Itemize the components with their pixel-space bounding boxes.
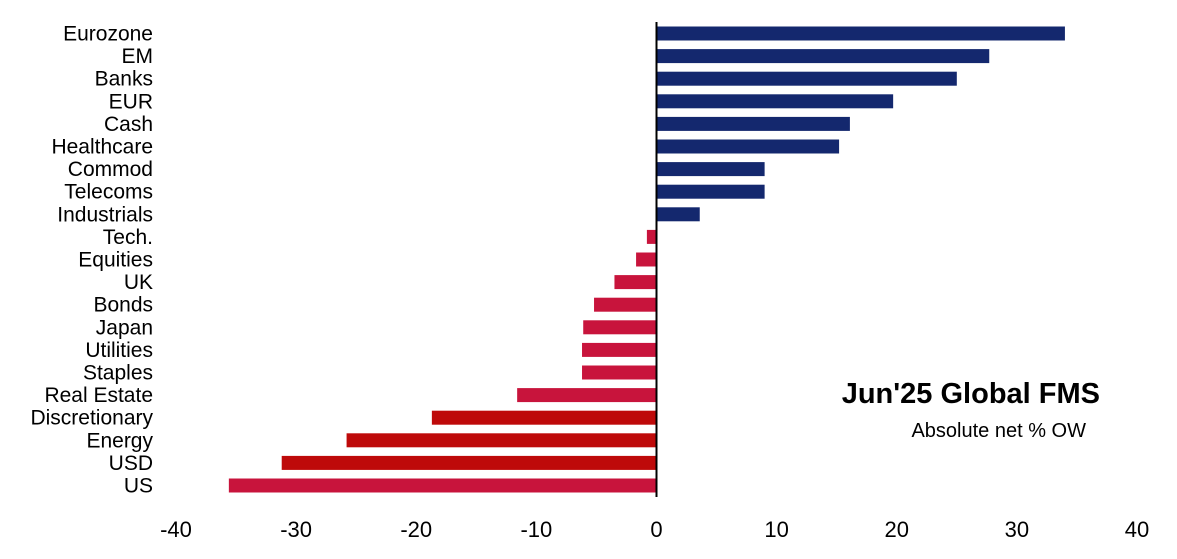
- category-label: Bonds: [93, 294, 153, 317]
- x-tick-label: 20: [885, 517, 909, 542]
- x-tick-label: -20: [400, 517, 432, 542]
- category-label: EUR: [109, 90, 153, 113]
- bar-banks: [656, 71, 957, 86]
- category-label: Healthcare: [51, 136, 153, 159]
- category-label: Real Estate: [44, 384, 153, 407]
- category-label: Commod: [68, 158, 153, 181]
- bar-us: [228, 478, 657, 493]
- bar-tech: [646, 229, 657, 244]
- x-tick-label: -30: [280, 517, 312, 542]
- category-label: Energy: [86, 429, 153, 452]
- bar-usd: [281, 455, 657, 470]
- bar-japan: [583, 320, 657, 335]
- category-label: Staples: [83, 362, 153, 385]
- bar-telecoms: [656, 184, 765, 199]
- category-label: US: [124, 475, 153, 498]
- bar-energy: [346, 433, 657, 448]
- bar-industrials: [656, 207, 700, 222]
- category-label: Telecoms: [64, 181, 153, 204]
- bar-commod: [656, 162, 765, 177]
- category-labels: EurozoneEMBanksEURCashHealthcareCommodTe…: [30, 23, 153, 498]
- x-tick-label: -40: [160, 517, 192, 542]
- bar-cash: [656, 116, 850, 131]
- bar-uk: [614, 275, 657, 290]
- category-label: Cash: [104, 113, 153, 136]
- bar-eurozone: [656, 26, 1065, 41]
- bar-real-estate: [517, 388, 657, 403]
- category-label: UK: [124, 271, 153, 294]
- bars-group: [228, 26, 1065, 493]
- bar-utilities: [582, 342, 657, 357]
- bar-staples: [582, 365, 657, 380]
- bar-em: [656, 49, 990, 64]
- category-label: Japan: [96, 316, 153, 339]
- x-axis-tick-labels: -40 -30 -20 -10 0 10 20 30 40: [160, 517, 1149, 542]
- x-tick-label: 0: [650, 517, 662, 542]
- chart-subtitle: Absolute net % OW: [911, 420, 1086, 442]
- bar-equities: [636, 252, 657, 267]
- bar-bonds: [594, 297, 657, 312]
- bar-discretionary: [431, 410, 657, 425]
- x-tick-label: 40: [1125, 517, 1149, 542]
- category-label: Tech.: [103, 226, 153, 249]
- category-label: Equities: [78, 249, 153, 272]
- category-label: Industrials: [57, 203, 153, 226]
- category-label: Banks: [95, 68, 153, 91]
- x-tick-label: 10: [764, 517, 788, 542]
- category-label: Discretionary: [30, 407, 153, 430]
- bar-eur: [656, 94, 894, 109]
- category-label: EM: [122, 45, 154, 68]
- bar-healthcare: [656, 139, 840, 154]
- chart-title: Jun'25 Global FMS: [841, 378, 1100, 410]
- category-label: Eurozone: [63, 23, 153, 46]
- category-label: Utilities: [85, 339, 153, 362]
- x-tick-label: -10: [520, 517, 552, 542]
- category-label: USD: [109, 452, 153, 475]
- x-tick-label: 30: [1005, 517, 1029, 542]
